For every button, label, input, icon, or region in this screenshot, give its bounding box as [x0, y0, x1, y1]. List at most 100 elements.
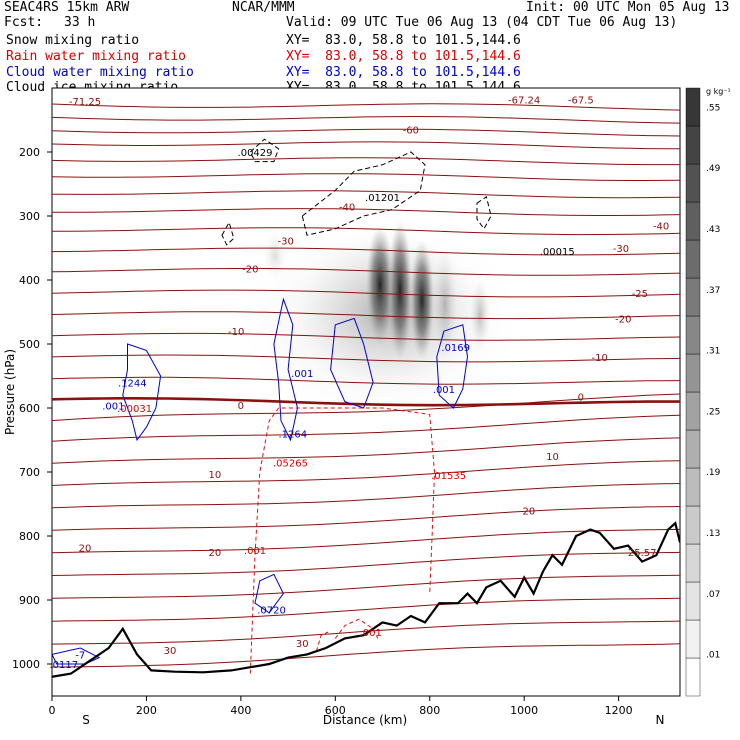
colorbar-tick-label: .55 — [706, 103, 720, 113]
temperature-isoline — [52, 128, 680, 137]
extremum-label: 25.57 — [628, 548, 657, 559]
extremum-label: .001 — [433, 385, 455, 396]
temperature-isoline — [52, 397, 680, 407]
extremum-label: .1244 — [118, 378, 147, 389]
temperature-isoline — [52, 460, 680, 486]
extremum-label: -7 — [75, 650, 85, 661]
temperature-label: 10 — [546, 452, 559, 463]
colorbar-level — [685, 163, 701, 203]
x-tick-label: 0 — [49, 704, 56, 717]
temperature-isoline — [52, 311, 680, 320]
x-tick-label: 1000 — [510, 704, 538, 717]
extremum-label: .05265 — [273, 458, 308, 469]
y-tick-label: 500 — [19, 338, 40, 351]
contour-labels: -71.25 -67.24 -67.5 -60 -40 -40 -30 -30 -25 -20 -2… — [49, 96, 669, 671]
colorbar-level — [685, 315, 701, 355]
field-xy-snow: XY= 83.0, 58.8 to 101.5,144.6 — [286, 33, 521, 48]
colorbar-tick-label: .49 — [706, 164, 721, 174]
temperature-contours — [52, 103, 680, 668]
temperature-label: 20 — [209, 548, 222, 559]
x-tick-label: 600 — [325, 704, 346, 717]
cloud-water-contour — [254, 573, 284, 614]
snow-core-5 — [470, 280, 490, 350]
temperature-label: -20 — [615, 314, 631, 325]
temperature-isoline — [52, 551, 680, 576]
field-label-rain: Rain water mixing ratio — [6, 49, 187, 64]
extremum-label: .00031 — [117, 404, 152, 415]
temperature-isoline — [52, 483, 680, 509]
x-start-label: S — [82, 713, 90, 727]
x-tick-label: 400 — [230, 704, 251, 717]
temperature-label: -67.24 — [508, 96, 540, 107]
temperature-label: -30 — [278, 236, 294, 247]
extremum-label: .0117 — [49, 660, 78, 671]
extremum-label: .00429 — [238, 148, 273, 159]
extremum-label: .0169 — [441, 343, 470, 354]
cloud-water-contour — [436, 324, 469, 409]
extremum-label: .01201 — [365, 193, 400, 204]
cloud-water-contours — [52, 297, 469, 665]
y-tick-label: 200 — [19, 146, 40, 159]
colorbar-level — [685, 353, 701, 393]
colorbar-level — [685, 505, 701, 545]
temperature-isoline — [52, 376, 680, 385]
temperature-isoline — [52, 574, 680, 599]
forecast-hour: 33 h — [64, 15, 96, 30]
cloud-ice-contour — [249, 138, 280, 163]
temperature-label: 10 — [209, 470, 222, 481]
temperature-isoline — [52, 528, 680, 554]
colorbar-level — [685, 391, 701, 431]
temperature-label: 20 — [79, 544, 92, 555]
colorbar-tick-label: .19 — [706, 468, 721, 478]
colorbar-tick-label: .25 — [706, 407, 720, 417]
cloud-water-contour — [122, 343, 162, 442]
rain-water-contour — [334, 618, 379, 639]
temperature-isoline — [52, 208, 680, 216]
cloud-ice-contour — [301, 151, 426, 236]
temperature-label: 0 — [238, 401, 244, 412]
y-tick-label: 400 — [19, 274, 40, 287]
y-tick-label: 600 — [19, 402, 40, 415]
y-tick-label: 700 — [19, 466, 40, 479]
temperature-isoline — [52, 247, 680, 256]
y-axis-title: Pressure (hPa) — [3, 349, 17, 435]
temperature-label: -71.25 — [69, 97, 101, 108]
snow-core-1 — [366, 225, 394, 345]
colorbar-level — [685, 657, 701, 697]
field-xy-rain: XY= 83.0, 58.8 to 101.5,144.6 — [286, 49, 521, 64]
temperature-isoline — [52, 289, 680, 298]
colorbar-level — [685, 277, 701, 317]
extremum-label: .001 — [360, 628, 382, 639]
colorbar-level — [685, 125, 701, 165]
temperature-isoline — [52, 620, 680, 645]
colorbar-tick-label: .43 — [706, 225, 720, 235]
x-end-label: N — [656, 713, 665, 727]
colorbar-level — [685, 467, 701, 507]
extremum-label: .001 — [244, 546, 266, 557]
cloud-ice-contours — [221, 138, 492, 246]
extremum-label: .001 — [291, 369, 313, 380]
temperature-isoline — [52, 157, 680, 166]
temperature-label: -30 — [613, 244, 629, 255]
field-label-snow: Snow mixing ratio — [6, 33, 140, 48]
snow-core-2 — [388, 220, 412, 360]
temperature-isoline — [52, 332, 680, 341]
temperature-isoline — [52, 393, 680, 422]
temperature-label: -20 — [242, 264, 258, 275]
y-tick-label: 800 — [19, 530, 40, 543]
temperature-isoline — [52, 173, 680, 181]
temperature-isoline — [52, 227, 680, 236]
center-name: NCAR/MMM — [232, 0, 295, 15]
temperature-isoline — [52, 115, 680, 124]
temperature-label: -10 — [592, 353, 608, 364]
snow-shading — [240, 220, 520, 420]
axes: 0 200 400 600 800 1000 12002003004005006007008… — [12, 146, 633, 717]
temperature-label: -67.5 — [568, 96, 594, 107]
x-axis-title: Distance (km) — [323, 713, 407, 727]
rain-water-contours — [249, 407, 436, 674]
snow-core-4 — [433, 250, 457, 360]
temperature-label: -10 — [228, 327, 244, 338]
colorbar-level — [685, 87, 701, 127]
temperature-isoline — [52, 103, 680, 111]
